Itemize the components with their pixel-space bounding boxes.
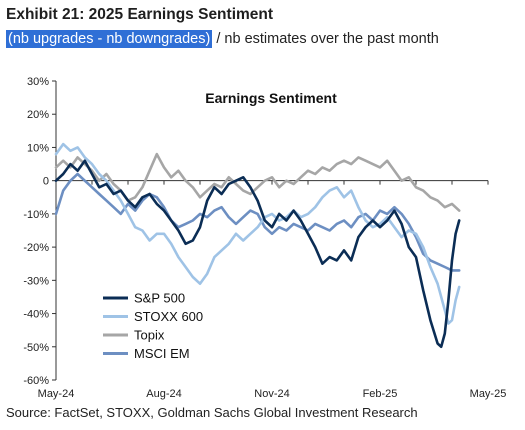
chart-axes: 30% 20% 10% 0 -10% -20% -30% -40% -50% -60%May-24… [23,76,506,400]
legend-label: MSCI EM [134,346,190,361]
subtitle-rest: / nb estimates over the past month [212,31,439,47]
source-note: Source: FactSet, STOXX, Goldman Sachs Gl… [6,405,418,420]
x-tick-label: May-24 [38,388,75,400]
x-tick-label: Feb-25 [363,388,398,400]
y-tick-label: -60% [23,375,49,387]
exhibit-title: Exhibit 21: 2025 Earnings Sentiment [6,6,274,23]
y-tick-label: 0 [43,176,49,188]
y-tick-label: -20% [23,242,49,254]
chart-title: Earnings Sentiment [205,90,337,106]
series-line-s-p-500 [54,159,461,349]
x-tick-label: May-25 [470,388,507,400]
legend-label: Topix [134,328,165,343]
chart-series-layer [54,142,461,349]
y-tick-label: -40% [23,309,49,321]
exhibit-subtitle: (nb upgrades - nb downgrades) / nb estim… [6,30,439,48]
legend-label: STOXX 600 [134,309,203,324]
x-tick-label: Aug-24 [146,388,181,400]
y-tick-label: 10% [27,142,49,154]
x-tick-label: Nov-24 [254,388,289,400]
subtitle-highlight[interactable]: (nb upgrades - nb downgrades) [6,30,213,48]
y-tick-label: 20% [27,109,49,121]
legend-label: S&P 500 [134,291,185,306]
chart-legend: S&P 500 STOXX 600 Topix MSCI EM [103,291,203,361]
y-tick-label: 30% [27,76,49,88]
y-tick-label: -30% [23,275,49,287]
y-tick-label: -10% [23,209,49,221]
series-line-msci-em [54,172,461,272]
y-tick-label: -50% [23,342,49,354]
